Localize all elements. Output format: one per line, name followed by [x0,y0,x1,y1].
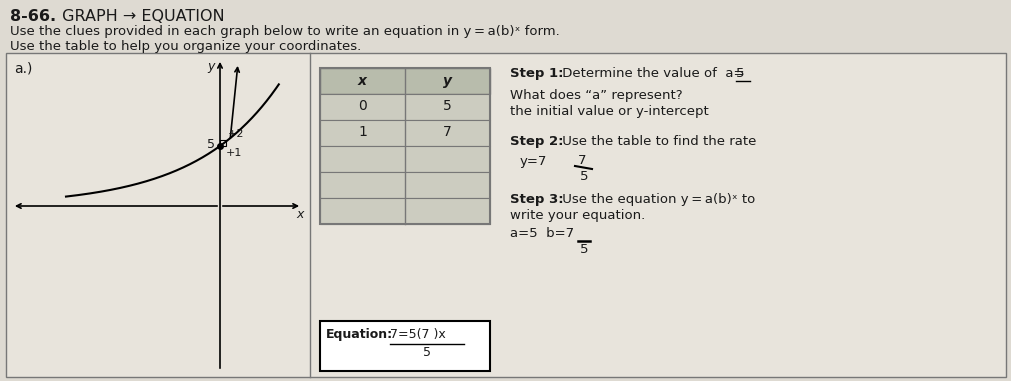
Text: Step 2:: Step 2: [510,135,563,148]
Text: Equation:: Equation: [326,328,392,341]
Text: Use the clues provided in each graph below to write an equation in y = a(b)ˣ for: Use the clues provided in each graph bel… [10,25,559,38]
Text: the initial value or y-intercept: the initial value or y-intercept [510,105,708,118]
Bar [319,146,489,172]
Text: GRAPH → EQUATION: GRAPH → EQUATION [57,9,224,24]
Text: write your equation.: write your equation. [510,209,645,222]
Text: +2: +2 [227,129,245,139]
Bar [319,120,489,146]
Text: 5: 5 [423,346,431,359]
Bar [319,68,489,224]
Text: Step 3:: Step 3: [510,193,563,206]
Bar [319,68,489,94]
Bar [219,140,225,146]
Text: x: x [358,74,367,88]
Text: 7: 7 [577,154,585,167]
Text: 8-66.: 8-66. [10,9,56,24]
Text: 5: 5 [579,170,587,183]
Text: Step 1:: Step 1: [510,67,563,80]
Text: 5: 5 [579,243,587,256]
Text: 5: 5 [443,99,452,113]
Text: Use the table to help you organize your coordinates.: Use the table to help you organize your … [10,40,361,53]
Text: Use the equation y = a(b)ˣ to: Use the equation y = a(b)ˣ to [557,193,754,206]
Text: y: y [207,60,214,73]
Text: 7: 7 [443,125,452,139]
Bar [319,94,489,120]
Text: y: y [443,74,452,88]
Text: Determine the value of  a=: Determine the value of a= [557,67,748,80]
Text: 0: 0 [358,99,367,113]
Text: x: x [296,208,303,221]
Text: 1: 1 [358,125,367,139]
Text: 7=5(7 )x: 7=5(7 )x [389,328,445,341]
Text: 5: 5 [735,67,744,80]
Bar [6,53,1005,377]
Text: 5: 5 [207,138,214,150]
Text: a.): a.) [14,61,32,75]
Text: Use the table to find the rate: Use the table to find the rate [557,135,755,148]
Bar [319,198,489,224]
Text: +1: +1 [225,148,242,158]
Text: What does “a” represent?: What does “a” represent? [510,89,682,102]
Bar [319,172,489,198]
Text: y=7: y=7 [520,155,547,168]
Text: a=5  b=7: a=5 b=7 [510,227,573,240]
Bar [319,321,489,371]
